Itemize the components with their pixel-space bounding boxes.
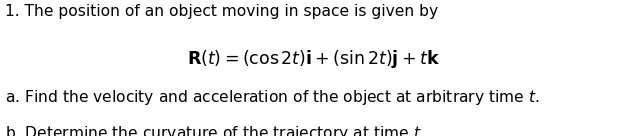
Text: a. Find the velocity and acceleration of the object at arbitrary time $t$.: a. Find the velocity and acceleration of… [5, 88, 540, 107]
Text: 1. The position of an object moving in space is given by: 1. The position of an object moving in s… [5, 4, 438, 19]
Text: b. Determine the curvature of the trajectory at time $t$.: b. Determine the curvature of the trajec… [5, 124, 424, 136]
Text: $\mathbf{R}(t) = (\cos 2t)\mathbf{i} + (\sin 2t)\mathbf{j} + t\mathbf{k}$: $\mathbf{R}(t) = (\cos 2t)\mathbf{i} + (… [187, 48, 440, 70]
